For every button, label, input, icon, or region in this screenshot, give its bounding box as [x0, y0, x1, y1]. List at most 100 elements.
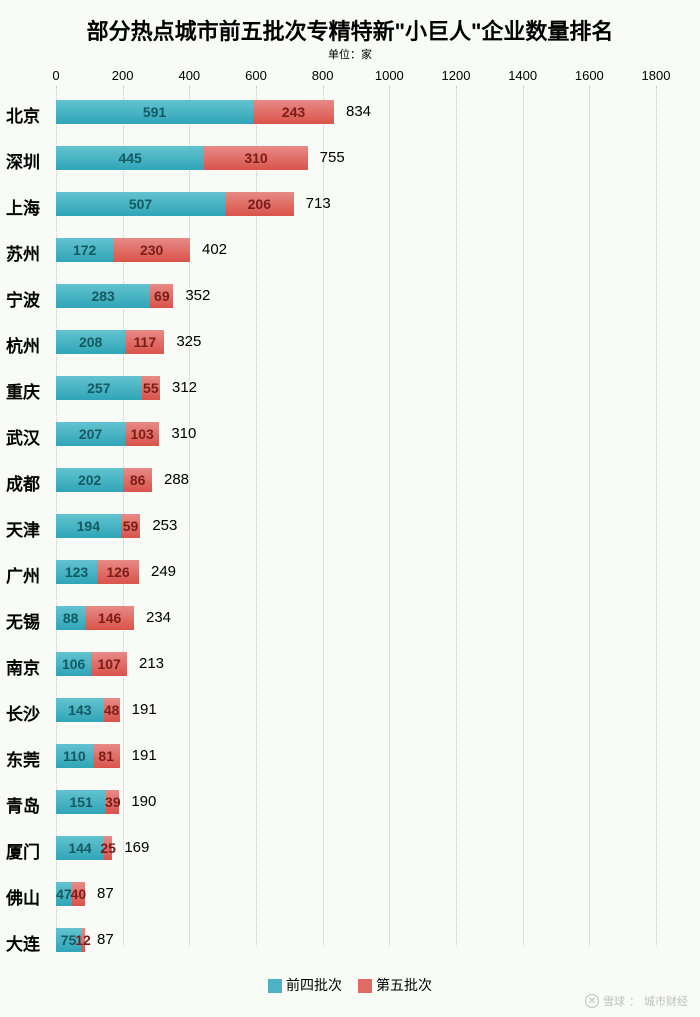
bar-total-label: 87 — [97, 931, 114, 948]
city-label: 无锡 — [6, 608, 50, 633]
chart-container: 部分热点城市前五批次专精特新"小巨人"企业数量排名 单位：家 020040060… — [0, 0, 700, 1017]
bar-row: 上海507206713 — [56, 190, 656, 218]
bar-total-label: 169 — [124, 839, 149, 856]
bar-total-label: 713 — [306, 195, 331, 212]
city-label: 东莞 — [6, 746, 50, 771]
bar-seg-1: 144 — [56, 836, 104, 860]
bar-seg-1: 47 — [56, 882, 72, 906]
bar-row: 无锡88146234 — [56, 604, 656, 632]
bar-wrap: 7512 — [56, 928, 85, 952]
x-tick-label: 600 — [245, 68, 267, 83]
legend: 前四批次 第五批次 — [0, 975, 700, 995]
bar-wrap: 123126 — [56, 560, 139, 584]
city-label: 杭州 — [6, 332, 50, 357]
bar-seg-2: 230 — [113, 238, 190, 262]
bar-total-label: 213 — [139, 655, 164, 672]
city-label: 重庆 — [6, 378, 50, 403]
bar-seg-1: 123 — [56, 560, 97, 584]
chart-title: 部分热点城市前五批次专精特新"小巨人"企业数量排名 — [0, 0, 700, 44]
bar-row: 武汉207103310 — [56, 420, 656, 448]
bar-row: 长沙14348191 — [56, 696, 656, 724]
city-label: 南京 — [6, 654, 50, 679]
bar-seg-2: 103 — [125, 422, 159, 446]
bar-seg-2: 69 — [150, 284, 173, 308]
bar-wrap: 445310 — [56, 146, 308, 170]
bar-row: 大连751287 — [56, 926, 656, 954]
bar-seg-2: 25 — [104, 836, 112, 860]
city-label: 大连 — [6, 930, 50, 955]
bar-wrap: 88146 — [56, 606, 134, 630]
bar-row: 苏州172230402 — [56, 236, 656, 264]
bar-total-label: 253 — [152, 517, 177, 534]
x-tick-label: 0 — [52, 68, 59, 83]
bar-seg-1: 151 — [56, 790, 106, 814]
bar-seg-2: 206 — [225, 192, 294, 216]
bar-total-label: 325 — [176, 333, 201, 350]
bar-seg-2: 48 — [104, 698, 120, 722]
plot-area: 020040060080010001200140016001800北京59124… — [56, 68, 656, 946]
bar-row: 杭州208117325 — [56, 328, 656, 356]
city-label: 青岛 — [6, 792, 50, 817]
bar-seg-2: 243 — [253, 100, 334, 124]
bar-total-label: 312 — [172, 379, 197, 396]
bar-seg-1: 143 — [56, 698, 104, 722]
bar-row: 东莞11081191 — [56, 742, 656, 770]
bar-wrap: 106107 — [56, 652, 127, 676]
bar-wrap: 25755 — [56, 376, 160, 400]
bar-wrap: 172230 — [56, 238, 190, 262]
x-tick-label: 1000 — [375, 68, 404, 83]
watermark-brand: 雪球 — [603, 993, 625, 1009]
bar-wrap: 591243 — [56, 100, 334, 124]
bar-seg-2: 107 — [91, 652, 127, 676]
bar-total-label: 755 — [320, 149, 345, 166]
legend-item: 第五批次 — [358, 975, 432, 995]
legend-swatch — [268, 979, 282, 993]
bar-wrap: 507206 — [56, 192, 294, 216]
x-tick-label: 800 — [312, 68, 334, 83]
bar-seg-1: 202 — [56, 468, 123, 492]
bar-row: 宁波28369352 — [56, 282, 656, 310]
bar-row: 深圳445310755 — [56, 144, 656, 172]
bar-wrap: 208117 — [56, 330, 164, 354]
bar-row: 佛山474087 — [56, 880, 656, 908]
city-label: 宁波 — [6, 286, 50, 311]
city-label: 苏州 — [6, 240, 50, 265]
bar-seg-2: 81 — [93, 744, 120, 768]
watermark-sep: ： — [629, 993, 640, 1009]
bar-row: 广州123126249 — [56, 558, 656, 586]
bar-seg-1: 172 — [56, 238, 113, 262]
bar-seg-2: 55 — [142, 376, 160, 400]
bar-total-label: 402 — [202, 241, 227, 258]
city-label: 上海 — [6, 194, 50, 219]
city-label: 长沙 — [6, 700, 50, 725]
bar-total-label: 310 — [171, 425, 196, 442]
bar-total-label: 190 — [131, 793, 156, 810]
bar-seg-1: 194 — [56, 514, 121, 538]
bar-seg-2: 146 — [85, 606, 134, 630]
legend-label: 前四批次 — [286, 977, 342, 993]
bar-seg-1: 208 — [56, 330, 125, 354]
bar-seg-1: 257 — [56, 376, 142, 400]
city-label: 武汉 — [6, 424, 50, 449]
bar-wrap: 15139 — [56, 790, 119, 814]
chart-subtitle: 单位：家 — [0, 46, 700, 62]
bar-wrap: 207103 — [56, 422, 159, 446]
watermark-icon: ✕ — [585, 994, 599, 1008]
bar-row: 南京106107213 — [56, 650, 656, 678]
bar-total-label: 288 — [164, 471, 189, 488]
x-tick-label: 1600 — [575, 68, 604, 83]
bar-row: 天津19459253 — [56, 512, 656, 540]
bar-total-label: 234 — [146, 609, 171, 626]
bar-seg-2: 12 — [81, 928, 85, 952]
bar-row: 北京591243834 — [56, 98, 656, 126]
bar-seg-2: 310 — [204, 146, 307, 170]
bar-seg-2: 39 — [106, 790, 119, 814]
bar-seg-2: 59 — [121, 514, 141, 538]
bar-wrap: 14425 — [56, 836, 112, 860]
city-label: 广州 — [6, 562, 50, 587]
legend-label: 第五批次 — [376, 977, 432, 993]
legend-item: 前四批次 — [268, 975, 342, 995]
bar-row: 厦门14425169 — [56, 834, 656, 862]
bar-seg-1: 283 — [56, 284, 150, 308]
bar-wrap: 19459 — [56, 514, 140, 538]
